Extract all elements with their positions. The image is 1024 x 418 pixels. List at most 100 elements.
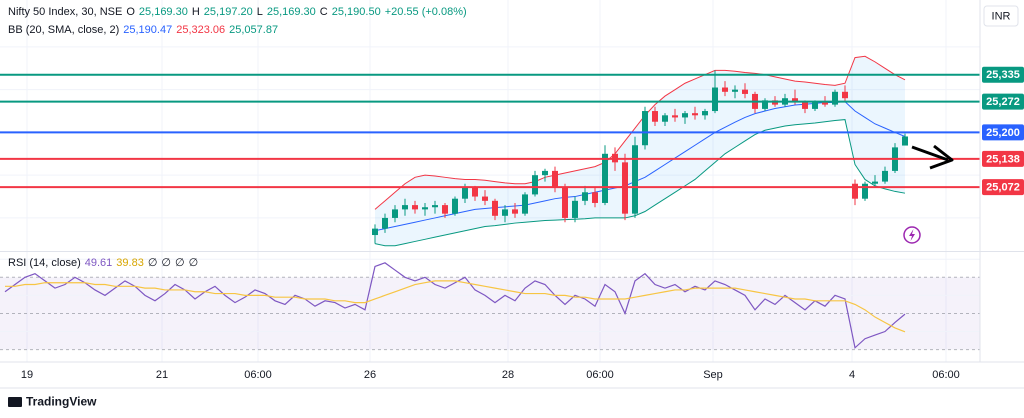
- candle-body: [392, 209, 398, 218]
- candle-body: [372, 228, 378, 236]
- bb-basis: 25,190.47: [123, 24, 173, 36]
- level-label: 25,072: [986, 182, 1020, 194]
- ohlc-h-label: H: [191, 6, 200, 18]
- currency: INR: [992, 10, 1011, 22]
- candle-body: [472, 188, 478, 197]
- candle-body: [742, 89, 748, 94]
- candle-body: [702, 111, 708, 116]
- candle-body: [902, 136, 908, 146]
- x-tick-label: 4: [849, 369, 855, 381]
- brand: TradingView: [26, 395, 97, 409]
- candle-body: [432, 205, 438, 208]
- rsi-line: [4, 262, 906, 349]
- candle-body: [762, 100, 768, 109]
- rsi-line: [5, 280, 906, 333]
- candle-body: [382, 217, 388, 229]
- level-label-box: [982, 150, 1024, 167]
- symbol: Nifty 50 Index, 30, NSE: [8, 6, 123, 18]
- x-tick-label: 06:00: [586, 369, 614, 381]
- candle-body: [692, 113, 698, 116]
- ohlc-o-value: 25,169.30: [138, 6, 188, 18]
- bb-lower: 25,057.87: [229, 24, 279, 36]
- candle-body: [562, 188, 568, 218]
- lightning-glyph: [909, 229, 915, 241]
- candle-body: [652, 111, 658, 122]
- rsi-name: RSI (14, close): [8, 257, 81, 269]
- candle-body: [502, 209, 508, 216]
- level-label-box: [982, 66, 1024, 83]
- bb-legend: BB (20, SMA, close, 2) 25,190.47 25,323.06…: [8, 24, 282, 36]
- candle-body: [552, 170, 558, 189]
- x-tick-label: 21: [156, 369, 168, 381]
- arrow: [911, 145, 949, 162]
- data-layer: [0, 55, 980, 349]
- candle-body: [452, 198, 458, 214]
- level-label: 25,200: [986, 127, 1020, 139]
- bb-upper: 25,323.06: [176, 24, 226, 36]
- candle-body: [802, 102, 808, 109]
- ohlc-o-label: O: [126, 6, 135, 18]
- candle-body: [642, 111, 648, 146]
- candle-body: [542, 170, 548, 176]
- level-label-box: [982, 93, 1024, 110]
- x-tick-label: 26: [364, 369, 376, 381]
- level-label: 25,335: [986, 69, 1020, 81]
- candle-body: [882, 170, 888, 182]
- candle-body: [522, 194, 528, 214]
- candle-body: [602, 153, 608, 203]
- candle-body: [722, 87, 728, 92]
- rsi-empty: ∅: [188, 257, 199, 269]
- candle-body: [792, 98, 798, 103]
- change: +20.55 (+0.08%): [384, 6, 467, 18]
- candle-body: [872, 181, 878, 184]
- candle-body: [492, 200, 498, 216]
- candle-body: [592, 192, 598, 203]
- rsi-empty: ∅: [147, 257, 158, 269]
- candle-body: [712, 87, 718, 112]
- symbol-legend: Nifty 50 Index, 30, NSE O 25,169.30 H 25,197…: [8, 6, 471, 18]
- candle-body: [682, 113, 688, 118]
- candle-body: [842, 91, 848, 99]
- candle-body: [512, 209, 518, 214]
- ohlc-h-value: 25,197.20: [203, 6, 253, 18]
- rsi-empty: ∅: [161, 257, 171, 269]
- candle-body: [462, 188, 468, 199]
- candle-body: [812, 102, 818, 109]
- candle-body: [412, 205, 418, 210]
- x-tick-label: 19: [21, 369, 33, 381]
- bollinger-line: [374, 55, 906, 210]
- candle-body: [632, 145, 638, 214]
- candle-body: [732, 89, 738, 92]
- rsi-legend: RSI (14, close) 49.61 39.83 ∅ ∅ ∅ ∅: [8, 256, 202, 269]
- x-tick-label: 06:00: [932, 369, 960, 381]
- arrow-head: [929, 144, 954, 170]
- candle-body: [422, 207, 428, 210]
- candle-body: [572, 200, 578, 218]
- candle-body: [862, 183, 868, 199]
- bollinger-line: [374, 119, 906, 247]
- ohlc-l-value: 25,169.30: [266, 6, 316, 18]
- candle-body: [822, 102, 828, 105]
- rsi-value: 49.61: [84, 257, 113, 269]
- candle-body: [402, 205, 408, 210]
- x-tick-label: 28: [502, 369, 514, 381]
- level-label-box: [982, 179, 1024, 196]
- currency-box[interactable]: [983, 5, 1019, 27]
- level-label: 25,138: [986, 153, 1020, 165]
- bb-name: BB (20, SMA, close, 2): [8, 24, 120, 36]
- x-tick-label: Sep: [703, 369, 723, 381]
- axis-layer: INR TradingView 19 21 06:00 26 28 06:00 Sep 4 06…: [0, 0, 1024, 409]
- candle-body: [442, 205, 448, 214]
- candle-body: [672, 115, 678, 118]
- ohlc-l-label: L: [256, 6, 263, 18]
- candle-body: [832, 91, 838, 105]
- level-label-box: [982, 124, 1024, 141]
- level-label: 25,272: [986, 96, 1020, 108]
- brand-logo: [8, 397, 22, 407]
- candle-body: [582, 192, 588, 201]
- candle-body: [482, 196, 488, 201]
- candle-body: [852, 183, 858, 199]
- candle-body: [532, 175, 538, 195]
